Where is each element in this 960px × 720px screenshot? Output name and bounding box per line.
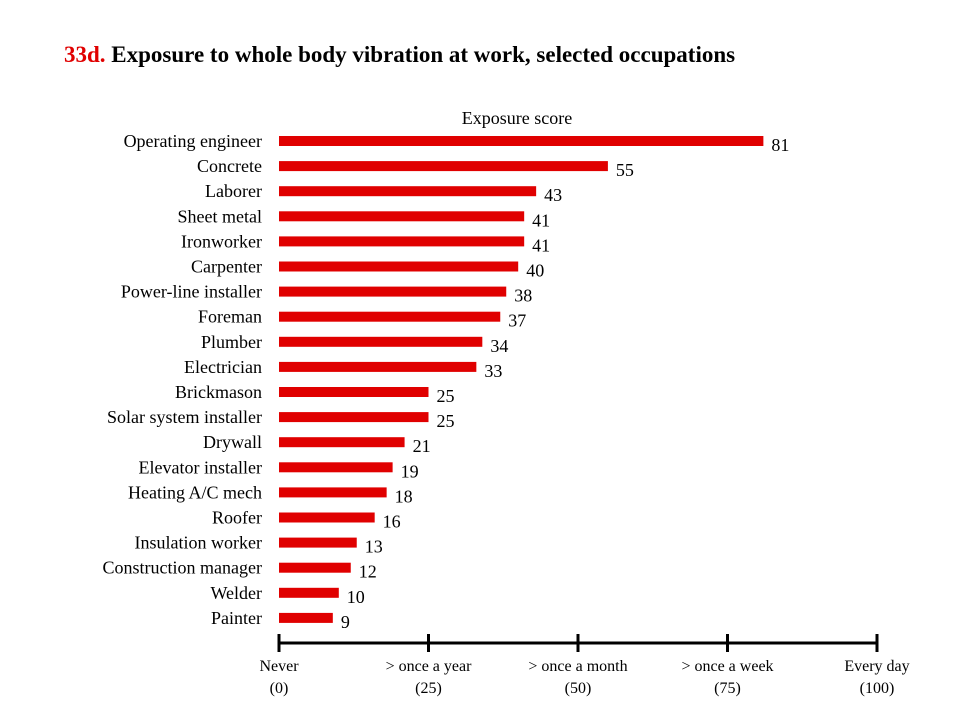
category-label: Heating A/C mech: [128, 482, 262, 502]
bar: [279, 462, 393, 473]
data-label: 34: [490, 336, 508, 356]
x-axis-title: Exposure score: [462, 108, 572, 128]
data-label: 25: [437, 411, 455, 431]
category-label: Operating engineer: [124, 131, 262, 151]
category-label: Plumber: [201, 332, 262, 352]
category-label: Drywall: [203, 432, 262, 452]
bar: [279, 136, 764, 146]
bar: [279, 412, 429, 423]
category-label: Elevator installer: [139, 457, 262, 477]
data-label: 21: [413, 436, 431, 456]
data-label: 55: [616, 160, 634, 180]
category-label: Power-line installer: [121, 282, 262, 302]
bar: [279, 387, 429, 397]
x-axis: Never (0) > once a year (25) > once a month (…: [259, 634, 910, 697]
category-label: Concrete: [197, 156, 262, 176]
data-label: 18: [395, 486, 413, 506]
category-label: Insulation worker: [135, 533, 262, 553]
x-tick-value: (0): [270, 680, 289, 697]
chart-title: 33d. Exposure to whole body vibration at…: [64, 42, 735, 68]
category-label: Electrician: [184, 357, 262, 377]
bar: [279, 537, 357, 548]
bar: [279, 437, 405, 448]
data-label: 33: [484, 361, 502, 381]
category-label: Painter: [211, 608, 262, 628]
chart-title-number: 33d.: [64, 42, 106, 67]
category-label: Construction manager: [103, 558, 262, 578]
data-label: 12: [359, 562, 377, 582]
category-label: Welder: [210, 583, 262, 603]
category-label: Sheet metal: [178, 206, 262, 226]
bars-group: Operating engineer 81 Concrete 55 Laborer 43 S…: [103, 131, 790, 632]
data-label: 38: [514, 286, 532, 306]
data-label: 41: [532, 210, 550, 230]
category-label: Foreman: [198, 307, 262, 327]
bar: [279, 236, 525, 247]
data-label: 43: [544, 185, 562, 205]
data-label: 81: [771, 135, 789, 155]
category-label: Brickmason: [175, 382, 262, 402]
bar: [279, 211, 525, 222]
data-label: 9: [341, 612, 350, 632]
bar: [279, 261, 519, 272]
x-tick-value: (75): [714, 680, 741, 697]
x-tick-label: > once a week: [681, 658, 773, 675]
category-label: Ironworker: [181, 231, 262, 251]
bar: [279, 361, 477, 372]
bar: [279, 487, 387, 498]
bar: [279, 587, 339, 598]
bar: [279, 311, 501, 322]
bar: [279, 336, 483, 347]
data-label: 10: [347, 587, 365, 607]
x-tick-value: (50): [565, 680, 592, 697]
x-tick-value: (25): [415, 680, 442, 697]
data-label: 13: [365, 537, 383, 557]
category-label: Roofer: [212, 508, 262, 528]
x-tick-label: Every day: [844, 658, 909, 675]
bar: [279, 612, 333, 623]
category-label: Carpenter: [191, 257, 262, 277]
x-tick-value: (100): [860, 680, 895, 697]
bar: [279, 562, 351, 573]
data-label: 37: [508, 311, 526, 331]
bar: [279, 186, 537, 197]
data-label: 40: [526, 261, 544, 281]
category-label: Laborer: [205, 181, 262, 201]
chart-title-text: Exposure to whole body vibration at work…: [111, 42, 736, 67]
x-tick-label: Never: [259, 658, 299, 675]
data-label: 41: [532, 235, 550, 255]
bar: [279, 161, 608, 172]
bar: [279, 512, 375, 523]
data-label: 25: [437, 386, 455, 406]
x-tick-label: > once a year: [386, 658, 473, 675]
data-label: 16: [383, 512, 401, 532]
data-label: 19: [401, 461, 419, 481]
x-tick-label: > once a month: [528, 658, 627, 675]
category-label: Solar system installer: [107, 407, 262, 427]
bar: [279, 286, 507, 297]
